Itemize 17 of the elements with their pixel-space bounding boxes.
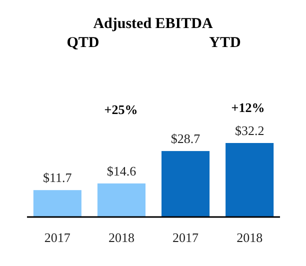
text: +25% — [104, 102, 138, 117]
data-label: $14.6 — [106, 163, 137, 178]
text: QTD — [66, 35, 100, 51]
data-label: $32.2 — [234, 123, 264, 138]
text: +12% — [231, 100, 265, 115]
bar — [162, 151, 210, 217]
x-tick-label: 2018 — [236, 230, 263, 245]
bar — [226, 143, 274, 217]
text: YTD — [209, 35, 241, 51]
chart-title: Adjusted EBITDA — [93, 16, 213, 32]
x-tick-label: 2018 — [108, 230, 134, 245]
x-tick-label: 2017 — [44, 230, 71, 245]
x-tick-label: 2017 — [172, 230, 200, 245]
data-label: $28.7 — [170, 131, 201, 146]
bar — [33, 190, 82, 217]
data-label: $11.7 — [43, 170, 72, 186]
bar — [97, 183, 146, 217]
